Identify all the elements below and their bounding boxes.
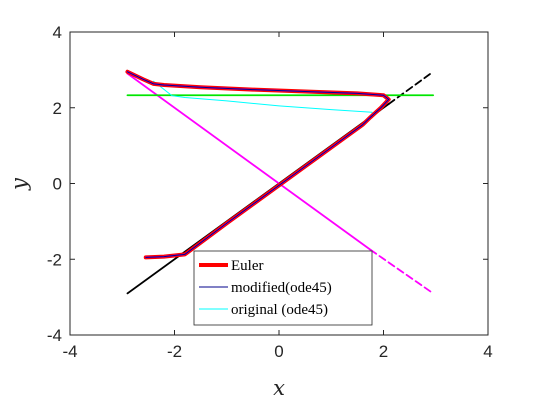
series-layer (125, 69, 435, 295)
plot-area: -4 -2 0 2 4 -4 -2 0 2 4 (47, 23, 493, 361)
x-tick-label: 4 (483, 342, 492, 361)
legend-items: Euler modified(ode45) original (ode45) (199, 258, 332, 318)
x-tick-label: -2 (167, 342, 182, 361)
x-tick-label: 0 (274, 342, 283, 361)
x-tick-label: -4 (62, 342, 77, 361)
series-line-8 (126, 71, 390, 258)
y-tick-label: 4 (53, 23, 62, 42)
series-line-2 (126, 72, 372, 251)
legend-label: Euler (231, 258, 263, 274)
y-tick-label: -4 (47, 326, 62, 345)
x-axis-label: x (273, 376, 285, 400)
legend: Euler modified(ode45) original (ode45) (193, 250, 373, 326)
ticks-layer: -4 -2 0 2 4 -4 -2 0 2 4 (47, 23, 493, 361)
y-axis-label: y (7, 177, 31, 191)
series-line-3 (369, 248, 435, 295)
y-tick-label: 2 (53, 99, 62, 118)
legend-label: original (ode45) (231, 302, 328, 318)
x-tick-label: 2 (379, 342, 388, 361)
series-line-1 (387, 70, 435, 105)
y-tick-label: -2 (47, 250, 62, 269)
y-tick-label: 0 (53, 175, 62, 194)
legend-label: modified(ode45) (231, 280, 332, 296)
